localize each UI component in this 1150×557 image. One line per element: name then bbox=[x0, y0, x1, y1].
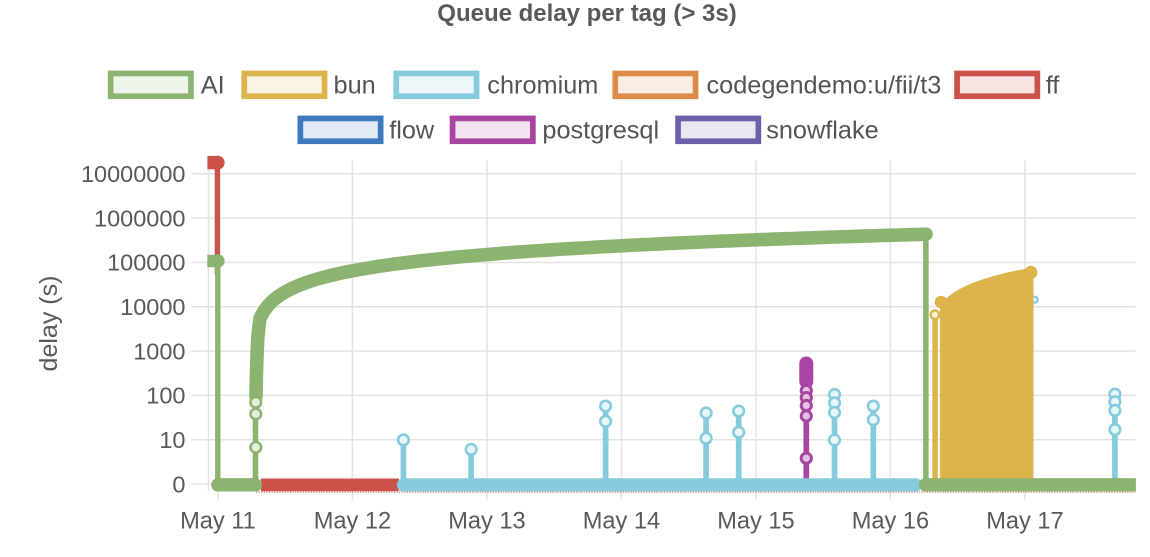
svg-text:May 11: May 11 bbox=[180, 509, 256, 535]
svg-text:10: 10 bbox=[159, 427, 185, 453]
svg-text:0: 0 bbox=[172, 471, 185, 497]
svg-text:flow: flow bbox=[389, 116, 435, 144]
svg-text:1000000: 1000000 bbox=[94, 205, 186, 231]
svg-text:10000000: 10000000 bbox=[81, 161, 186, 187]
svg-text:100: 100 bbox=[146, 383, 185, 409]
svg-text:May 17: May 17 bbox=[986, 509, 1063, 535]
svg-text:1000: 1000 bbox=[133, 338, 185, 364]
svg-text:ff: ff bbox=[1046, 71, 1061, 99]
svg-text:chromium: chromium bbox=[487, 71, 598, 99]
svg-text:postgresql: postgresql bbox=[542, 116, 659, 144]
svg-text:snowflake: snowflake bbox=[766, 116, 879, 144]
svg-text:10000: 10000 bbox=[120, 294, 185, 320]
svg-text:100000: 100000 bbox=[107, 250, 185, 276]
svg-text:codegendemo:u/fii/t3: codegendemo:u/fii/t3 bbox=[707, 71, 942, 99]
svg-text:Queue delay per tag (> 3s): Queue delay per tag (> 3s) bbox=[437, 0, 736, 27]
svg-text:bun: bun bbox=[334, 71, 376, 99]
svg-text:May 12: May 12 bbox=[314, 509, 391, 535]
svg-text:delay (s): delay (s) bbox=[35, 276, 63, 372]
svg-text:May 16: May 16 bbox=[852, 509, 929, 535]
svg-text:May 15: May 15 bbox=[717, 509, 794, 535]
svg-text:May 14: May 14 bbox=[583, 509, 660, 535]
svg-text:AI: AI bbox=[201, 71, 225, 99]
svg-text:May 13: May 13 bbox=[448, 509, 525, 535]
